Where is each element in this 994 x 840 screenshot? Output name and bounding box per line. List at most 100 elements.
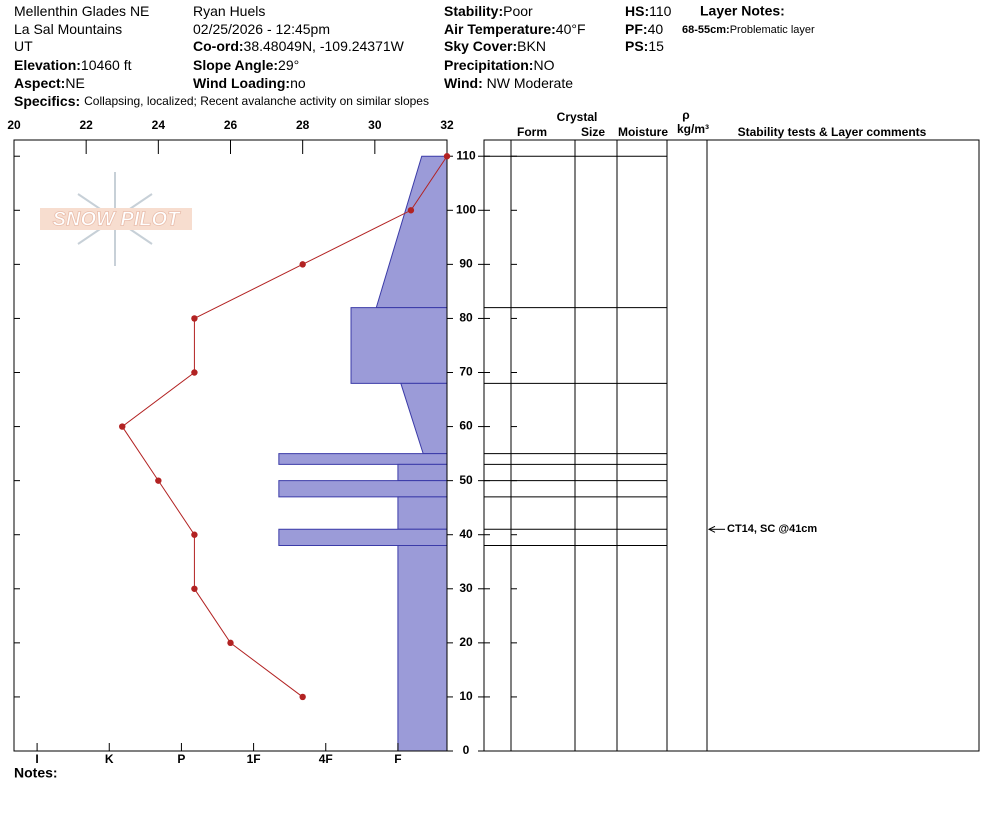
header-field: Elevation:10460 ft — [14, 57, 132, 73]
temp-tick-label: 32 — [440, 118, 454, 132]
field-value: Collapsing, localized; Recent avalanche … — [84, 94, 429, 108]
temperature-point — [407, 207, 415, 214]
depth-tick-label: 0 — [463, 743, 470, 757]
field-label: Specifics: — [14, 93, 80, 109]
note-text: Problematic layer — [730, 24, 815, 36]
table-frame — [483, 139, 980, 752]
hardness-layer — [375, 155, 448, 309]
field-label: Wind Loading: — [193, 75, 290, 91]
hardness-layer — [278, 453, 448, 465]
header-field: Mellenthin Glades NE — [14, 3, 149, 19]
header-field: Sky Cover:BKN — [444, 38, 546, 54]
temperature-point — [119, 423, 126, 430]
test-comment: CT14, SC @41cm — [727, 523, 817, 535]
hardness-tick-label: I — [35, 752, 38, 766]
depth-tick-label: 60 — [459, 419, 473, 433]
depth-tick-label: 30 — [459, 581, 473, 595]
field-value: Ryan Huels — [193, 3, 265, 19]
test-arrowhead — [707, 525, 716, 533]
field-value: Mellenthin Glades NE — [14, 3, 149, 19]
header-field: Stability:Poor — [444, 3, 533, 19]
field-label: Elevation: — [14, 57, 81, 73]
field-value: 110 — [649, 3, 672, 19]
field-value: Poor — [503, 3, 533, 19]
hardness-tick-label: K — [105, 752, 114, 766]
temp-tick-label: 24 — [152, 118, 166, 132]
header-field: Wind: NW Moderate — [444, 75, 573, 91]
notes-label: Notes: — [14, 765, 58, 781]
temperature-point — [191, 369, 198, 376]
field-label: PF: — [625, 21, 648, 37]
field-value: no — [290, 75, 306, 91]
header-field: HS:110 — [625, 3, 672, 19]
depth-tick-label: 40 — [459, 527, 473, 541]
header-field: Co-ord:38.48049N, -109.24371W — [193, 38, 405, 54]
hardness-layer — [278, 480, 448, 498]
header-field: Wind Loading:no — [193, 75, 306, 91]
hardness-layer — [397, 463, 448, 482]
header-field: PF:40 — [625, 21, 663, 37]
header-field: Slope Angle:29° — [193, 57, 299, 73]
logo-band — [40, 208, 192, 230]
hardness-tick-label: 4F — [319, 752, 333, 766]
logo: SNOW PILOT — [40, 172, 192, 266]
logo-text: SNOW PILOT — [53, 208, 181, 230]
temp-tick-label: 30 — [368, 118, 382, 132]
temp-tick-label: 28 — [296, 118, 310, 132]
depth-tick-label: 90 — [459, 257, 473, 271]
column-header: Stability tests & Layer comments — [738, 125, 927, 139]
temperature-point — [191, 315, 198, 322]
field-label: Stability: — [444, 3, 503, 19]
field-value: 40°F — [556, 21, 586, 37]
depth-tick-label: 110 — [456, 148, 476, 162]
field-label: Sky Cover: — [444, 38, 517, 54]
note-label: 68-55cm: — [682, 24, 730, 36]
field-value: 15 — [648, 38, 664, 54]
hardness-layer — [400, 382, 448, 455]
header-field: UT — [14, 38, 33, 54]
header-field: Ryan Huels — [193, 3, 265, 19]
hardness-layer — [397, 545, 448, 752]
temperature-point — [443, 153, 451, 160]
depth-tick-label: 50 — [459, 473, 473, 487]
field-label: Wind: — [444, 75, 483, 91]
column-header: Crystal — [557, 110, 598, 124]
depth-tick-label: 100 — [456, 202, 476, 216]
field-label: Aspect: — [14, 75, 65, 91]
field-value: 10460 ft — [81, 57, 132, 73]
hardness-tick-label: 1F — [247, 752, 261, 766]
field-value: UT — [14, 38, 33, 54]
hardness-layer — [397, 496, 448, 530]
temperature-point — [155, 477, 162, 484]
temperature-point — [227, 639, 234, 647]
hardness-layer — [278, 528, 448, 547]
field-value: 29° — [278, 57, 299, 73]
temperature-point — [299, 693, 306, 701]
column-header: Form — [517, 125, 547, 139]
header-field: 02/25/2026 - 12:45pm — [193, 21, 330, 37]
field-value: 02/25/2026 - 12:45pm — [193, 21, 330, 37]
temp-tick-label: 20 — [7, 118, 21, 132]
temp-tick-label: 22 — [79, 118, 93, 132]
layer-notes-title: Layer Notes: — [700, 3, 785, 19]
header-field: Aspect:NE — [14, 75, 85, 91]
field-value: NW Moderate — [483, 75, 573, 91]
hardness-tick-label: F — [394, 752, 401, 766]
temperature-point — [299, 261, 306, 268]
field-label: Air Temperature: — [444, 21, 556, 37]
depth-tick-label: 20 — [459, 635, 473, 649]
field-value: La Sal Mountains — [14, 21, 122, 37]
header-field: La Sal Mountains — [14, 21, 122, 37]
column-header: Size — [581, 125, 605, 139]
header-field: Air Temperature:40°F — [444, 21, 586, 37]
field-value: 40 — [648, 21, 664, 37]
temp-tick-label: 26 — [224, 118, 238, 132]
temperature-point — [191, 585, 198, 592]
field-label: PS: — [625, 38, 648, 54]
field-value: BKN — [517, 38, 546, 54]
layer-note: 68-55cm:Problematic layer — [682, 24, 815, 36]
field-label: HS: — [625, 3, 649, 19]
hardness-tick-label: P — [177, 752, 185, 766]
